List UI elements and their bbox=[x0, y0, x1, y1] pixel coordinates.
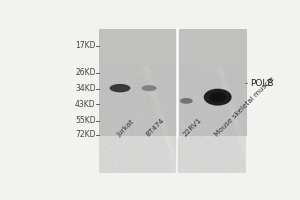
Text: Jurkat: Jurkat bbox=[116, 119, 135, 138]
Text: 26KD: 26KD bbox=[75, 68, 96, 77]
Text: 55KD: 55KD bbox=[75, 116, 96, 125]
Text: 22RV1: 22RV1 bbox=[182, 117, 203, 138]
Text: 17KD: 17KD bbox=[75, 41, 96, 50]
Bar bbox=[99, 29, 176, 135]
Text: 43KD: 43KD bbox=[75, 100, 96, 109]
Text: 34KD: 34KD bbox=[75, 84, 96, 93]
Text: 72KD: 72KD bbox=[75, 130, 96, 139]
Ellipse shape bbox=[110, 84, 130, 92]
Text: POLB: POLB bbox=[246, 79, 274, 88]
Ellipse shape bbox=[142, 85, 157, 91]
Ellipse shape bbox=[180, 98, 193, 104]
Bar bbox=[178, 29, 246, 135]
Ellipse shape bbox=[204, 89, 232, 106]
Text: BT474: BT474 bbox=[145, 117, 166, 138]
Ellipse shape bbox=[209, 92, 226, 102]
Text: Mouse skeletal muscle: Mouse skeletal muscle bbox=[213, 76, 276, 138]
